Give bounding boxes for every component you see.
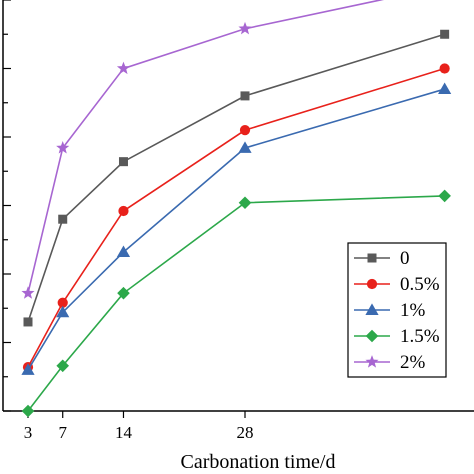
- data-point-star: [116, 61, 131, 75]
- data-point-diamond: [117, 286, 130, 300]
- data-point-circle: [439, 63, 450, 74]
- data-point-circle: [57, 297, 68, 308]
- data-point-square: [440, 29, 450, 39]
- data-point-square: [118, 157, 128, 167]
- x-tick-label: 14: [115, 423, 133, 442]
- legend-label: 0.5%: [400, 274, 440, 295]
- legend-label: 1.5%: [400, 326, 440, 347]
- x-tick-label: 28: [237, 423, 254, 442]
- data-point-triangle: [238, 141, 252, 153]
- data-point-star: [21, 286, 35, 299]
- data-point-diamond: [438, 189, 451, 203]
- x-tick-label: 7: [58, 423, 67, 442]
- data-point-square: [23, 317, 33, 327]
- data-point-circle: [366, 278, 378, 290]
- data-point-circle: [239, 125, 251, 136]
- data-point-square: [240, 91, 250, 101]
- legend-item: 1.5%: [354, 326, 440, 347]
- series-2pct: [21, 0, 385, 299]
- legend-label: 1%: [400, 300, 426, 321]
- data-point-star: [56, 141, 70, 154]
- x-axis-title: Carbonation time/d: [181, 451, 336, 473]
- data-point-diamond: [21, 404, 35, 418]
- data-point-triangle: [438, 82, 452, 94]
- data-point-circle: [118, 205, 129, 217]
- data-point-diamond: [365, 329, 379, 343]
- x-tick-label: 3: [24, 423, 33, 442]
- series-1-5pct: [21, 189, 451, 418]
- data-point-square: [58, 214, 68, 224]
- legend-item: 2%: [354, 352, 426, 373]
- data-point-square: [367, 253, 377, 263]
- axes: 3 7 14 28: [2, 0, 474, 442]
- series-0: [23, 29, 450, 327]
- data-point-star: [365, 355, 379, 368]
- legend: 0 0.5% 1% 1.5% 2%: [347, 242, 447, 378]
- data-point-triangle: [56, 305, 70, 318]
- legend-item: 1%: [354, 300, 426, 321]
- series-0-5pct: [22, 63, 450, 373]
- legend-item: 0.5%: [354, 274, 440, 295]
- legend-label: 0: [400, 248, 410, 269]
- data-point-triangle: [116, 245, 131, 258]
- data-point-triangle: [365, 303, 379, 315]
- legend-label: 2%: [400, 352, 426, 373]
- data-point-star: [238, 21, 252, 35]
- data-point-diamond: [56, 359, 70, 373]
- data-point-diamond: [238, 196, 252, 210]
- series-1pct: [21, 82, 452, 375]
- data-point-triangle: [21, 363, 35, 375]
- series-layer: [21, 0, 452, 418]
- legend-item: 0: [354, 248, 410, 269]
